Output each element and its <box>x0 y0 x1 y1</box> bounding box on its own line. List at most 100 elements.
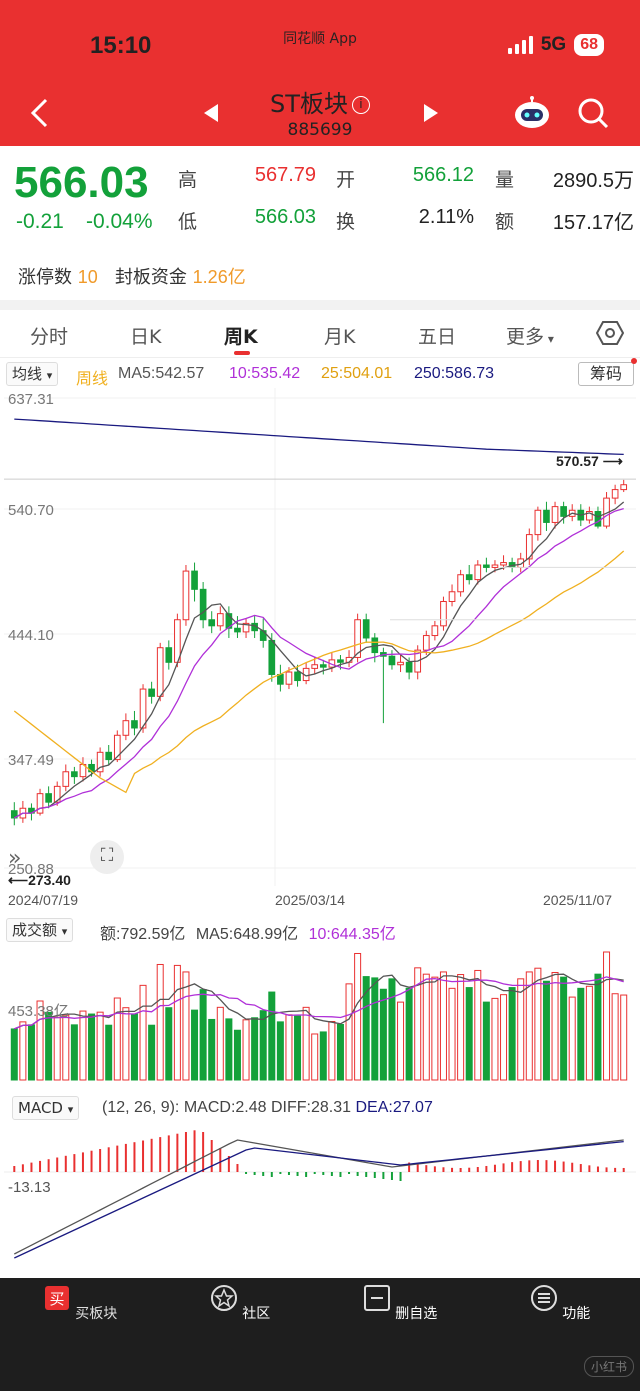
macd-dropdown-label: MACD <box>18 1099 63 1117</box>
volume-bar <box>474 969 482 1081</box>
candle-body <box>148 688 155 697</box>
volume-ma10: 10:644.35亿 <box>308 926 396 943</box>
status-indicators: 5G 68 <box>507 34 604 56</box>
amount-value: 157.17亿 <box>552 212 634 234</box>
ma-legend: 周线 MA5:542.57 10:535.42 25:504.01 250:58… <box>0 362 640 388</box>
volume-chart[interactable]: 453.38亿 <box>0 942 640 1084</box>
macd-chart[interactable]: -13.13 <box>0 1120 640 1266</box>
macd-y-label: -13.13 <box>8 1179 51 1196</box>
caret-down-icon: ▾ <box>46 369 53 382</box>
tab-daily[interactable]: 日K <box>130 326 162 348</box>
fullscreen-icon[interactable]: ⛶ <box>90 840 124 874</box>
volume-bar <box>10 1028 18 1081</box>
nav-buy[interactable]: 买 买板块 <box>30 1284 130 1323</box>
macd-params: (12, 26, 9): <box>102 1099 180 1116</box>
volume-bar <box>311 1033 319 1081</box>
volume-bar <box>517 978 525 1081</box>
watermark: 小红书 <box>584 1356 635 1377</box>
info-icon[interactable]: i <box>351 96 370 114</box>
page-title: ST板块 i <box>0 84 640 119</box>
candle-body <box>594 510 602 527</box>
prev-stock-icon[interactable] <box>204 104 218 122</box>
remove-watch-icon <box>363 1285 390 1311</box>
status-app-name: 同花顺 App <box>283 31 357 47</box>
candle-body <box>105 751 113 761</box>
candle-body <box>156 647 164 697</box>
nav-remove-watch[interactable]: 删自选 <box>350 1284 450 1323</box>
candle-body <box>225 613 233 629</box>
dropdown-label: 均线 <box>12 365 43 383</box>
volume-dropdown-label: 成交额 <box>12 921 58 939</box>
candle-body <box>586 510 593 521</box>
date-mid: 2025/03/14 <box>275 892 345 908</box>
volume-bar <box>285 1014 293 1081</box>
expand-left-icon[interactable]: » <box>8 846 22 871</box>
candle-body <box>422 635 430 651</box>
volume-y-label: 453.38亿 <box>8 1003 69 1020</box>
price-change: -0.21 <box>16 210 64 233</box>
volume-bar <box>53 1016 61 1081</box>
search-icon[interactable] <box>576 96 610 130</box>
candle-body <box>483 564 490 568</box>
assistant-robot-icon[interactable] <box>512 96 552 130</box>
volume-bar <box>379 988 387 1081</box>
date-end: 2025/11/07 <box>543 892 612 908</box>
last-high-value: 570.57 <box>556 453 599 469</box>
signal-icon <box>507 36 533 54</box>
volume-indicator-dropdown[interactable]: 成交额 ▾ <box>6 918 74 942</box>
volume-bar <box>27 1024 35 1081</box>
candle-body <box>611 489 619 499</box>
next-stock-icon[interactable] <box>424 104 438 122</box>
macd-indicator-dropdown[interactable]: MACD ▾ <box>12 1096 80 1120</box>
diff-value: DIFF:28.31 <box>270 1099 352 1116</box>
volume-bar <box>216 1006 224 1081</box>
volume-bar <box>36 1000 44 1081</box>
candle-body <box>165 647 173 663</box>
volume-bar <box>431 976 439 1081</box>
candle-body <box>543 509 550 523</box>
ma10-line <box>13 507 624 819</box>
candle-body <box>397 661 404 666</box>
nav-community[interactable]: 社区 <box>190 1284 290 1323</box>
tab-intraday[interactable]: 分时 <box>30 326 69 348</box>
volume-bar <box>388 978 396 1081</box>
tab-monthly[interactable]: 月K <box>324 326 356 348</box>
tab-more[interactable]: 更多 ▾ <box>506 322 554 349</box>
nav-more[interactable]: 功能 <box>510 1284 610 1323</box>
candle-body <box>294 671 301 682</box>
volume-bar <box>585 985 593 1081</box>
active-tab-indicator <box>234 351 250 355</box>
period-label: 周线 <box>76 371 109 388</box>
tab-weekly[interactable]: 周K <box>224 326 258 348</box>
volume-bar <box>620 994 628 1081</box>
candle-body <box>491 564 499 568</box>
volume-bar <box>457 974 465 1081</box>
chip-distribution-button[interactable]: 筹码 <box>578 362 634 386</box>
low-value: 566.03 <box>254 206 316 228</box>
volume-bar <box>542 980 550 1081</box>
volume-bar <box>345 983 353 1081</box>
candle-body <box>311 664 319 669</box>
candle-body <box>234 627 241 633</box>
back-icon[interactable] <box>28 96 52 130</box>
candle-body <box>388 655 396 666</box>
community-icon <box>210 1285 237 1311</box>
candle-body <box>534 509 542 536</box>
candle-body <box>431 625 439 637</box>
tab-five-day[interactable]: 五日 <box>418 326 457 348</box>
nav-remove-watch-label: 删自选 <box>395 1306 438 1322</box>
open-value: 566.12 <box>412 164 474 186</box>
indicator-dropdown[interactable]: 均线 ▾ <box>6 362 59 386</box>
candle-body <box>62 771 70 787</box>
candle-body <box>560 506 567 517</box>
volume-legend: 额:792.59亿 MA5:648.99亿 10:644.35亿 <box>100 920 396 944</box>
high-label: 高 <box>178 169 198 191</box>
candle-body <box>36 793 44 814</box>
candle-body <box>71 771 78 778</box>
volume-bar <box>268 991 276 1081</box>
divider <box>0 300 640 310</box>
kline-chart[interactable]: 637.31 540.70 444.10 347.49 250.88 570.5… <box>0 388 640 908</box>
settings-icon[interactable] <box>596 320 624 346</box>
limit-up-label: 涨停数 <box>18 267 72 288</box>
buy-icon: 买 <box>44 1286 69 1310</box>
